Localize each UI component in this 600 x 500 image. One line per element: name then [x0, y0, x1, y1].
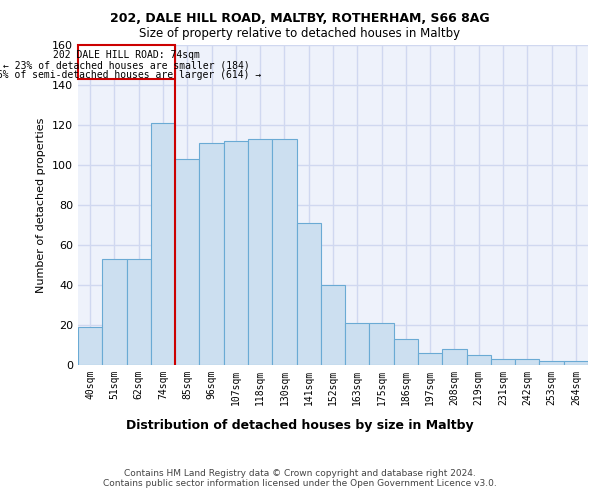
Bar [102, 259, 127, 365]
Bar [78, 45, 175, 79]
Bar [442, 349, 467, 365]
Bar [127, 259, 151, 365]
Bar [345, 323, 370, 365]
Bar [175, 159, 199, 365]
Bar [296, 223, 321, 365]
Bar [418, 353, 442, 365]
Text: 202 DALE HILL ROAD: 74sqm: 202 DALE HILL ROAD: 74sqm [53, 50, 200, 60]
Bar [539, 361, 564, 365]
Text: Contains HM Land Registry data © Crown copyright and database right 2024.: Contains HM Land Registry data © Crown c… [124, 468, 476, 477]
Bar [151, 123, 175, 365]
Bar [248, 139, 272, 365]
Text: 76% of semi-detached houses are larger (614) →: 76% of semi-detached houses are larger (… [0, 70, 262, 80]
Y-axis label: Number of detached properties: Number of detached properties [37, 118, 46, 292]
Bar [515, 359, 539, 365]
Bar [199, 143, 224, 365]
Text: 202, DALE HILL ROAD, MALTBY, ROTHERHAM, S66 8AG: 202, DALE HILL ROAD, MALTBY, ROTHERHAM, … [110, 12, 490, 26]
Bar [272, 139, 296, 365]
Bar [78, 327, 102, 365]
Bar [467, 355, 491, 365]
Bar [224, 141, 248, 365]
Bar [564, 361, 588, 365]
Text: Size of property relative to detached houses in Maltby: Size of property relative to detached ho… [139, 28, 461, 40]
Text: Distribution of detached houses by size in Maltby: Distribution of detached houses by size … [126, 420, 474, 432]
Bar [491, 359, 515, 365]
Bar [321, 285, 345, 365]
Bar [394, 339, 418, 365]
Text: Contains public sector information licensed under the Open Government Licence v3: Contains public sector information licen… [103, 478, 497, 488]
Bar [370, 323, 394, 365]
Text: ← 23% of detached houses are smaller (184): ← 23% of detached houses are smaller (18… [3, 60, 250, 70]
